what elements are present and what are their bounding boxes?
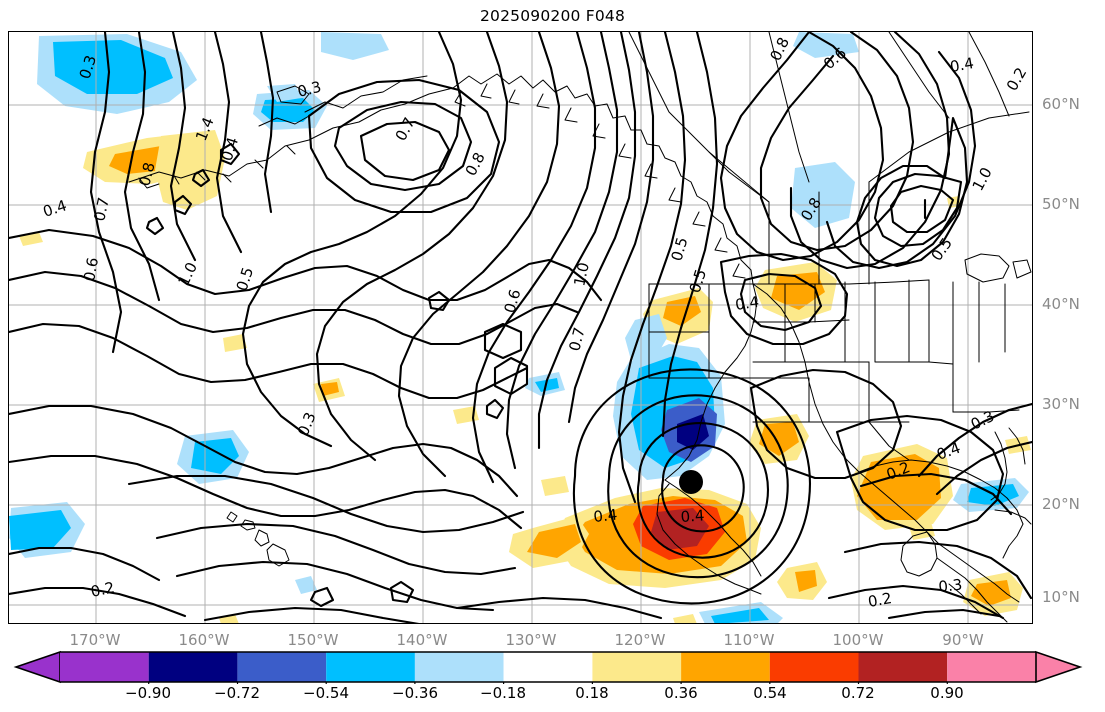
colorbar-tick-label: −0.90 bbox=[125, 684, 171, 702]
lat-tick-40n: 40°N bbox=[1042, 295, 1080, 313]
contour-label: 0.4 bbox=[949, 54, 976, 76]
shade-cool-dot-1 bbox=[295, 576, 317, 594]
contour-label: 0.4 bbox=[680, 506, 705, 526]
shade-cool-midpac-1-core bbox=[191, 438, 239, 474]
cyclone-marker-layer bbox=[679, 470, 703, 494]
shade-warm-dot-6 bbox=[673, 614, 697, 623]
figure-title: 2025090200 F048 bbox=[479, 7, 626, 25]
colorbar-seg-8 bbox=[769, 652, 859, 682]
contour-label: 0.2 bbox=[867, 589, 894, 611]
shade-cool-california-north bbox=[625, 314, 667, 362]
lon-tick-150w: 150°W bbox=[287, 631, 339, 649]
shade-cool-midpac-2-core bbox=[9, 510, 71, 550]
shade-warm-west-band-core bbox=[527, 524, 581, 558]
contour-label: 0.5 bbox=[686, 267, 710, 295]
shade-warm-alaska-east bbox=[155, 130, 225, 210]
lat-tick-30n: 30°N bbox=[1042, 395, 1080, 413]
colorbar-outline bbox=[60, 651, 1036, 683]
lon-tick-90w: 90°W bbox=[942, 631, 984, 649]
shade-warm-mexico-s-core bbox=[795, 570, 817, 592]
colorbar-tick-label: −0.54 bbox=[303, 684, 349, 702]
colorbar-seg-5 bbox=[503, 652, 593, 682]
lat-tick-20n: 20°N bbox=[1042, 495, 1080, 513]
contour-label: 0.4 bbox=[734, 293, 760, 314]
colorbar-seg-10 bbox=[947, 652, 1036, 682]
contour-label: 0.8 bbox=[135, 160, 158, 188]
lon-tick-160w: 160°W bbox=[178, 631, 230, 649]
contour-label: 0.6 bbox=[501, 287, 525, 315]
shade-warm-rockies-core bbox=[663, 296, 701, 326]
colorbar-under-arrow bbox=[13, 650, 61, 684]
contour-layer bbox=[9, 32, 1032, 623]
lon-tick-120w: 120°W bbox=[614, 631, 666, 649]
colorbar-tick-label: 0.72 bbox=[841, 684, 875, 702]
map-panel[interactable]: 0.3 0.4 0.8 0.7 0.6 1.4 0.4 0.3 0.7 0.8 … bbox=[8, 31, 1033, 624]
colorbar-tick-label: −0.72 bbox=[214, 684, 260, 702]
contour-label: 0.4 bbox=[218, 135, 242, 163]
colorbar-seg-9 bbox=[858, 652, 948, 682]
colorbar-seg-4 bbox=[414, 652, 504, 682]
shade-warm-dot-5 bbox=[219, 614, 239, 623]
colorbar-seg-6 bbox=[592, 652, 682, 682]
colorbar-seg-1 bbox=[148, 652, 238, 682]
shade-warm-cyclone-core bbox=[651, 508, 709, 550]
shade-cool-bottom-core bbox=[711, 608, 769, 623]
contour-label: 0.3 bbox=[938, 576, 964, 596]
colorbar-tick-label: −0.18 bbox=[480, 684, 526, 702]
map-canvas: 0.3 0.4 0.8 0.7 0.6 1.4 0.4 0.3 0.7 0.8 … bbox=[9, 32, 1032, 623]
contour-label: 0.5 bbox=[668, 235, 692, 263]
shade-cool-beaufort bbox=[321, 32, 389, 60]
colorbar-seg-7 bbox=[681, 652, 770, 682]
contour-label: 1.0 bbox=[174, 259, 201, 288]
contour-label: 0.2 bbox=[89, 578, 116, 601]
contour-label: 0.7 bbox=[392, 114, 419, 144]
shade-warm-centralamerica-core bbox=[971, 580, 1011, 606]
lat-tick-50n: 50°N bbox=[1042, 195, 1080, 213]
contour-label: 0.7 bbox=[565, 325, 588, 353]
colorbar-seg-2 bbox=[237, 652, 327, 682]
contour-label: 0.6 bbox=[80, 256, 102, 283]
contour-label: 0.2 bbox=[1003, 64, 1031, 94]
contour-label: 1.0 bbox=[570, 261, 593, 288]
shade-cool-canada-north bbox=[793, 32, 859, 58]
shade-warm-dot-1 bbox=[223, 334, 247, 352]
contour-label: 0.3 bbox=[294, 410, 320, 439]
contour-label: 0.4 bbox=[593, 506, 619, 526]
shade-cool-prairies bbox=[791, 162, 855, 228]
shade-warm-gulf-core bbox=[857, 454, 941, 520]
shade-warm-dot-2-core bbox=[321, 382, 339, 396]
lon-tick-100w: 100°W bbox=[832, 631, 884, 649]
cyclone-center-marker[interactable] bbox=[679, 470, 703, 494]
contour-label: 0.7 bbox=[90, 196, 113, 223]
colorbar-ticks bbox=[148, 682, 948, 684]
contour-label: 0.4 bbox=[41, 196, 69, 220]
colorbar-tick-label: 0.90 bbox=[930, 684, 964, 702]
colorbar-canvas bbox=[13, 650, 1083, 684]
colorbar-seg-0 bbox=[60, 652, 149, 682]
shade-cool-panhandle bbox=[267, 84, 301, 102]
colorbar-tick-label: 0.18 bbox=[575, 684, 609, 702]
shade-warm-dot-4 bbox=[541, 476, 569, 496]
lat-tick-60n: 60°N bbox=[1042, 95, 1080, 113]
colorbar-over-arrow bbox=[1035, 650, 1083, 684]
contour-label: 0.4 bbox=[934, 439, 963, 464]
shade-cool-dot-2-core bbox=[535, 378, 559, 392]
contour-label: 1.0 bbox=[969, 164, 996, 194]
lon-tick-140w: 140°W bbox=[396, 631, 448, 649]
contour-label: 0.3 bbox=[296, 78, 324, 101]
colorbar-tick-label: −0.36 bbox=[392, 684, 438, 702]
lat-tick-10n: 10°N bbox=[1042, 588, 1080, 606]
colorbar-tick-label: 0.36 bbox=[664, 684, 698, 702]
colorbar-seg-3 bbox=[326, 652, 415, 682]
colorbar-tick-label: 0.54 bbox=[753, 684, 787, 702]
colorbar[interactable] bbox=[8, 650, 1088, 684]
lon-tick-110w: 110°W bbox=[723, 631, 775, 649]
lon-tick-130w: 130°W bbox=[505, 631, 557, 649]
lon-tick-170w: 170°W bbox=[69, 631, 121, 649]
contour-label: 0.8 bbox=[462, 149, 489, 179]
